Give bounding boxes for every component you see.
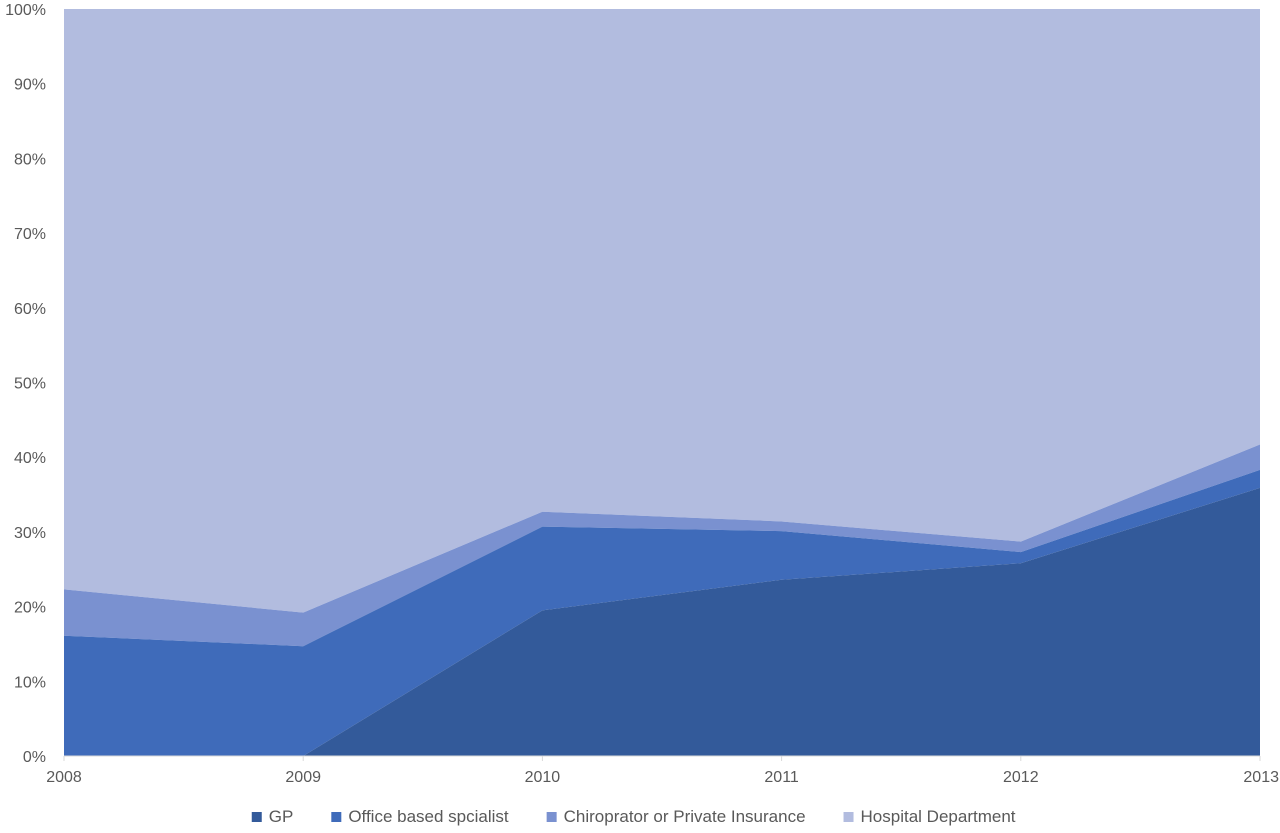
legend-label: Office based spcialist: [348, 807, 509, 826]
x-tick-label: 2012: [1003, 769, 1039, 786]
area-gp: [64, 487, 1260, 756]
x-tick-label: 2009: [285, 769, 321, 786]
legend-swatch: [251, 812, 262, 822]
x-axis-tick-labels: 2008 2009 2010 2011 2012 2013: [46, 769, 1279, 786]
y-tick-label: 10%: [14, 674, 46, 691]
area-office-based-spcialist: [64, 469, 1260, 756]
legend-label: GP: [269, 807, 294, 826]
legend-item-office-based-spcialist: Office based spcialist: [331, 807, 509, 826]
series-areas: [64, 9, 1260, 756]
x-tick-label: 2011: [764, 769, 799, 786]
y-tick-label: 100%: [5, 2, 46, 19]
area-chiroprator-or-private-insurance: [64, 444, 1260, 647]
y-tick-label: 70%: [14, 226, 46, 243]
legend-label: Hospital Department: [861, 807, 1016, 826]
y-axis-tick-labels: 0% 10% 20% 30% 40% 50% 60% 70% 80% 90% 100%: [5, 2, 46, 766]
legend-item-gp: GP: [251, 807, 294, 826]
legend-swatch: [331, 812, 342, 822]
legend-swatch: [546, 812, 557, 822]
x-tick-label: 2008: [46, 769, 82, 786]
y-tick-label: 0%: [23, 749, 46, 766]
legend-label: Chiroprator or Private Insurance: [564, 807, 806, 826]
legend: GP Office based spcialist Chiroprator or P…: [251, 807, 1016, 826]
y-tick-label: 40%: [14, 450, 46, 467]
y-tick-label: 80%: [14, 151, 46, 168]
y-tick-label: 20%: [14, 600, 46, 617]
y-tick-label: 50%: [14, 376, 46, 393]
area-hospital-department: [64, 9, 1260, 613]
legend-swatch: [843, 812, 854, 822]
y-tick-label: 30%: [14, 525, 46, 542]
legend-item-hospital-department: Hospital Department: [843, 807, 1016, 826]
x-tick-label: 2010: [525, 769, 561, 786]
x-tick-label: 2013: [1243, 769, 1279, 786]
y-tick-label: 90%: [14, 77, 46, 94]
axes: [63, 755, 1261, 761]
y-tick-label: 60%: [14, 301, 46, 318]
legend-item-chiroprator-or-private-insurance: Chiroprator or Private Insurance: [546, 807, 806, 826]
